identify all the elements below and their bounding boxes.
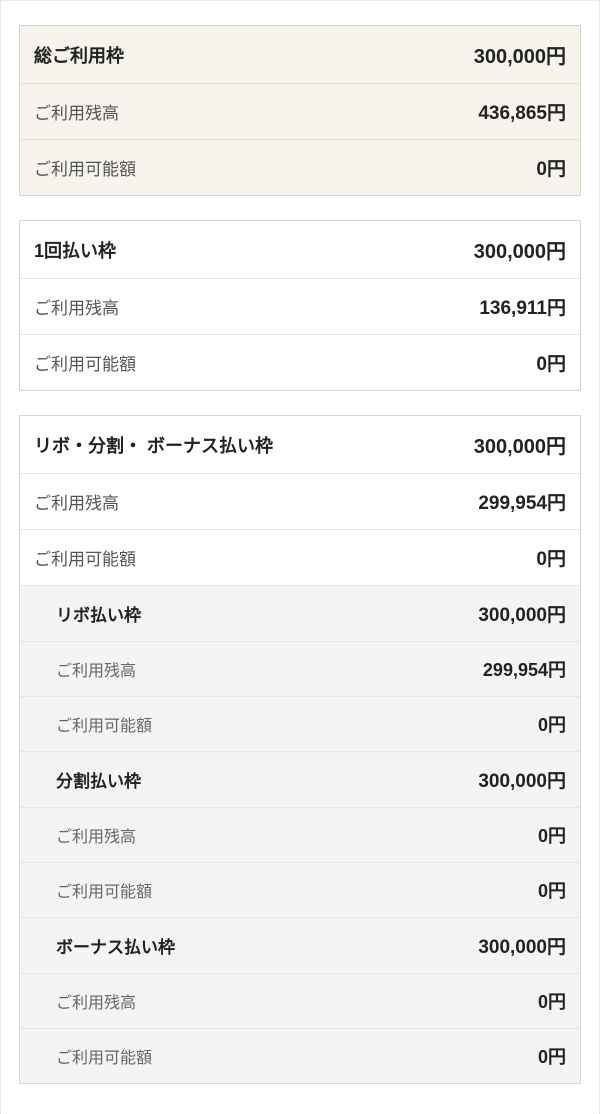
spacer (19, 1, 581, 25)
value-multi-limit: 300,000円 (474, 430, 566, 459)
value-total-balance: 436,865円 (478, 98, 566, 125)
credit-limit-page: 総ご利用枠 300,000円 ご利用残高 436,865円 ご利用可能額 0円 … (0, 0, 600, 1114)
value-revolving-balance: 299,954円 (483, 656, 566, 682)
row-installment-balance: ご利用残高 0円 (20, 807, 580, 862)
value-bonus-balance: 0円 (538, 988, 566, 1014)
value-total-limit: 300,000円 (474, 40, 566, 69)
row-bonus-balance: ご利用残高 0円 (20, 973, 580, 1028)
spacer (19, 391, 581, 415)
label-balance: ご利用残高 (34, 99, 119, 124)
subsection-installment: 分割払い枠 300,000円 ご利用残高 0円 ご利用可能額 0円 (20, 751, 580, 917)
row-revolving-limit: リボ払い枠 300,000円 (20, 586, 580, 641)
value-installment-available: 0円 (538, 877, 566, 903)
value-multi-balance: 299,954円 (478, 488, 566, 515)
label-available: ご利用可能額 (34, 545, 136, 570)
label-single-title: 1回払い枠 (34, 237, 116, 263)
label-installment-title: 分割払い枠 (56, 767, 141, 792)
value-revolving-available: 0円 (538, 711, 566, 737)
value-installment-balance: 0円 (538, 822, 566, 848)
row-bonus-available: ご利用可能額 0円 (20, 1028, 580, 1083)
value-single-balance: 136,911円 (479, 293, 566, 320)
row-single-limit: 1回払い枠 300,000円 (20, 221, 580, 278)
row-single-balance: ご利用残高 136,911円 (20, 278, 580, 334)
row-total-limit: 総ご利用枠 300,000円 (20, 26, 580, 83)
row-revolving-balance: ご利用残高 299,954円 (20, 641, 580, 696)
label-balance: ご利用残高 (56, 823, 136, 847)
row-multi-available: ご利用可能額 0円 (20, 529, 580, 585)
row-installment-limit: 分割払い枠 300,000円 (20, 752, 580, 807)
value-single-available: 0円 (536, 349, 566, 376)
label-balance: ご利用残高 (34, 489, 119, 514)
row-multi-balance: ご利用残高 299,954円 (20, 473, 580, 529)
label-available: ご利用可能額 (56, 712, 152, 736)
value-revolving-limit: 300,000円 (478, 600, 566, 627)
label-multi-title: リボ・分割・ ボーナス払い枠 (34, 432, 273, 458)
value-bonus-available: 0円 (538, 1043, 566, 1069)
value-multi-available: 0円 (536, 544, 566, 571)
row-revolving-available: ご利用可能額 0円 (20, 696, 580, 751)
value-single-limit: 300,000円 (474, 235, 566, 264)
section-total: 総ご利用枠 300,000円 ご利用残高 436,865円 ご利用可能額 0円 (19, 25, 581, 196)
label-revolving-title: リボ払い枠 (56, 601, 141, 626)
label-balance: ご利用残高 (34, 294, 119, 319)
row-single-available: ご利用可能額 0円 (20, 334, 580, 390)
row-bonus-limit: ボーナス払い枠 300,000円 (20, 918, 580, 973)
subsection-bonus: ボーナス払い枠 300,000円 ご利用残高 0円 ご利用可能額 0円 (20, 917, 580, 1083)
label-balance: ご利用残高 (56, 989, 136, 1013)
label-available: ご利用可能額 (56, 1044, 152, 1068)
row-total-balance: ご利用残高 436,865円 (20, 83, 580, 139)
value-installment-limit: 300,000円 (478, 766, 566, 793)
label-balance: ご利用残高 (56, 657, 136, 681)
value-bonus-limit: 300,000円 (478, 932, 566, 959)
label-available: ご利用可能額 (56, 878, 152, 902)
row-total-available: ご利用可能額 0円 (20, 139, 580, 195)
section-single: 1回払い枠 300,000円 ご利用残高 136,911円 ご利用可能額 0円 (19, 220, 581, 391)
value-total-available: 0円 (536, 154, 566, 181)
row-multi-limit: リボ・分割・ ボーナス払い枠 300,000円 (20, 416, 580, 473)
label-available: ご利用可能額 (34, 350, 136, 375)
section-multi: リボ・分割・ ボーナス払い枠 300,000円 ご利用残高 299,954円 ご… (19, 415, 581, 1084)
subsection-revolving: リボ払い枠 300,000円 ご利用残高 299,954円 ご利用可能額 0円 (20, 585, 580, 751)
spacer (19, 196, 581, 220)
label-bonus-title: ボーナス払い枠 (56, 933, 175, 958)
label-available: ご利用可能額 (34, 155, 136, 180)
label-total-title: 総ご利用枠 (34, 42, 124, 68)
row-installment-available: ご利用可能額 0円 (20, 862, 580, 917)
